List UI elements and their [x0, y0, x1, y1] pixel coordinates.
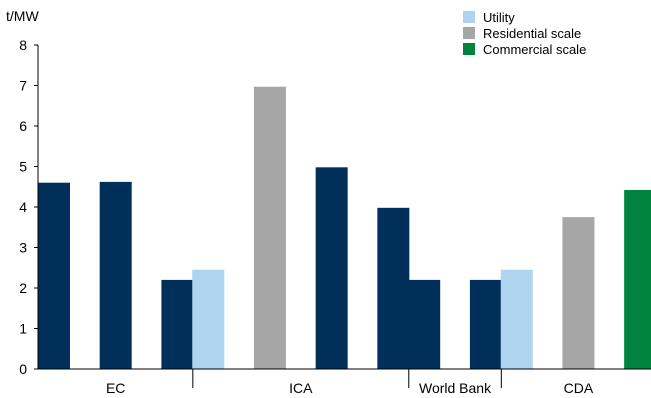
legend-label-residential: Residential scale — [483, 26, 581, 41]
y-tick-label: 0 — [19, 361, 27, 377]
legend-label-utility: Utility — [483, 10, 515, 25]
bar — [315, 167, 348, 369]
bar — [38, 182, 70, 369]
bar — [408, 279, 441, 369]
legend-swatch-residential — [463, 27, 475, 39]
bar — [469, 279, 502, 369]
bar — [161, 279, 194, 369]
legend-swatch-commercial — [463, 43, 475, 55]
y-tick-label: 3 — [19, 240, 27, 256]
y-tick-label: 5 — [19, 159, 27, 175]
y-tick-label: 2 — [19, 280, 27, 296]
y-axis-unit-label: t/MW — [6, 8, 39, 24]
y-tick-label: 8 — [19, 37, 27, 53]
legend-label-commercial: Commercial scale — [483, 42, 586, 57]
y-tick-label: 1 — [19, 321, 27, 337]
x-group-label: World Bank — [419, 380, 492, 396]
x-group-label: EC — [106, 380, 125, 396]
bar-commercial — [624, 189, 651, 369]
axes — [37, 45, 651, 388]
bar-utility — [500, 269, 533, 369]
y-tick-label: 7 — [19, 78, 27, 94]
group-labels: EC ICA World Bank CDA — [106, 380, 594, 396]
bar-residential — [253, 86, 286, 369]
bar — [99, 181, 132, 369]
bars — [38, 86, 651, 369]
x-group-label: CDA — [564, 380, 594, 396]
y-axis-ticks: 0 1 2 3 4 5 6 7 8 — [19, 37, 38, 377]
bar-residential — [562, 217, 595, 369]
x-group-label: ICA — [289, 380, 313, 396]
y-tick-label: 6 — [19, 118, 27, 134]
bar-utility — [192, 269, 225, 369]
y-tick-label: 4 — [19, 199, 27, 215]
bar — [377, 207, 410, 369]
legend-swatch-utility — [463, 11, 475, 23]
